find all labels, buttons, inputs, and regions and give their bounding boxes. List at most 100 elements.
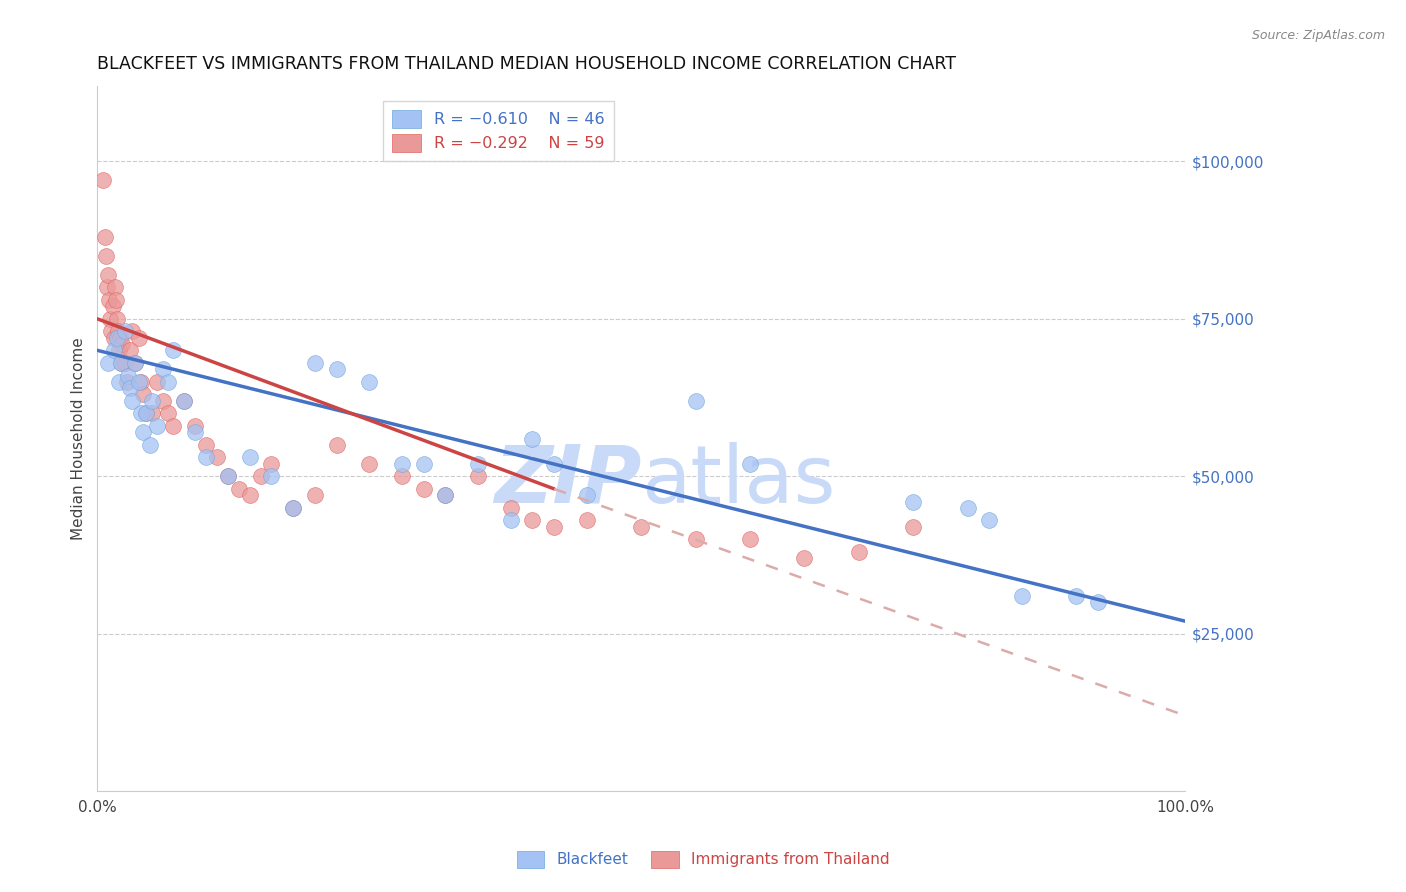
Y-axis label: Median Household Income: Median Household Income — [72, 337, 86, 540]
Point — [114, 325, 136, 339]
Point — [359, 375, 381, 389]
Point — [135, 406, 157, 420]
Legend: R = −0.610    N = 46, R = −0.292    N = 59: R = −0.610 N = 46, R = −0.292 N = 59 — [382, 101, 614, 161]
Point — [467, 469, 489, 483]
Point — [135, 406, 157, 420]
Point — [543, 519, 565, 533]
Point — [100, 311, 122, 326]
Point — [205, 450, 228, 465]
Legend: Blackfeet, Immigrants from Thailand: Blackfeet, Immigrants from Thailand — [510, 845, 896, 873]
Point — [146, 418, 169, 433]
Point — [359, 457, 381, 471]
Point — [249, 469, 271, 483]
Point — [304, 488, 326, 502]
Point — [162, 343, 184, 358]
Point — [118, 381, 141, 395]
Point — [111, 337, 134, 351]
Point — [97, 356, 120, 370]
Point — [97, 268, 120, 282]
Point — [110, 356, 132, 370]
Point — [575, 513, 598, 527]
Point — [685, 393, 707, 408]
Point — [157, 406, 180, 420]
Point — [260, 469, 283, 483]
Point — [162, 418, 184, 433]
Point — [129, 406, 152, 420]
Point — [129, 375, 152, 389]
Point — [467, 457, 489, 471]
Point — [195, 438, 218, 452]
Point — [124, 356, 146, 370]
Point — [630, 519, 652, 533]
Point — [217, 469, 239, 483]
Point — [1087, 595, 1109, 609]
Point — [391, 469, 413, 483]
Point — [108, 375, 131, 389]
Point — [108, 331, 131, 345]
Point — [195, 450, 218, 465]
Point — [104, 280, 127, 294]
Point — [228, 482, 250, 496]
Point — [121, 325, 143, 339]
Point — [94, 249, 117, 263]
Point — [217, 469, 239, 483]
Point — [114, 356, 136, 370]
Point — [105, 331, 128, 345]
Point — [91, 173, 114, 187]
Point — [738, 533, 761, 547]
Point — [157, 375, 180, 389]
Point — [173, 393, 195, 408]
Point — [124, 356, 146, 370]
Point — [105, 311, 128, 326]
Point — [146, 375, 169, 389]
Point — [1011, 589, 1033, 603]
Point — [117, 368, 139, 383]
Point — [96, 280, 118, 294]
Point — [138, 438, 160, 452]
Point — [152, 393, 174, 408]
Point — [499, 500, 522, 515]
Point — [152, 362, 174, 376]
Point — [118, 343, 141, 358]
Point — [325, 438, 347, 452]
Point — [412, 457, 434, 471]
Point — [499, 513, 522, 527]
Point — [283, 500, 305, 515]
Point — [98, 293, 121, 307]
Point — [793, 551, 815, 566]
Point — [107, 325, 129, 339]
Point — [434, 488, 457, 502]
Point — [434, 488, 457, 502]
Text: Source: ZipAtlas.com: Source: ZipAtlas.com — [1251, 29, 1385, 42]
Point — [283, 500, 305, 515]
Point — [412, 482, 434, 496]
Point — [979, 513, 1001, 527]
Point — [141, 393, 163, 408]
Point — [103, 331, 125, 345]
Point — [128, 331, 150, 345]
Point — [173, 393, 195, 408]
Point — [901, 494, 924, 508]
Point — [132, 425, 155, 440]
Point — [108, 343, 131, 358]
Point — [1066, 589, 1088, 603]
Text: atlas: atlas — [641, 442, 835, 520]
Point — [901, 519, 924, 533]
Point — [104, 293, 127, 307]
Point — [848, 545, 870, 559]
Point — [184, 418, 207, 433]
Point — [522, 513, 544, 527]
Point — [132, 387, 155, 401]
Point — [304, 356, 326, 370]
Point — [522, 432, 544, 446]
Point — [128, 375, 150, 389]
Text: BLACKFEET VS IMMIGRANTS FROM THAILAND MEDIAN HOUSEHOLD INCOME CORRELATION CHART: BLACKFEET VS IMMIGRANTS FROM THAILAND ME… — [97, 55, 956, 73]
Point — [239, 450, 262, 465]
Point — [738, 457, 761, 471]
Point — [101, 299, 124, 313]
Text: ZIP: ZIP — [494, 442, 641, 520]
Point — [100, 325, 122, 339]
Point — [956, 500, 979, 515]
Point — [184, 425, 207, 440]
Point — [115, 375, 138, 389]
